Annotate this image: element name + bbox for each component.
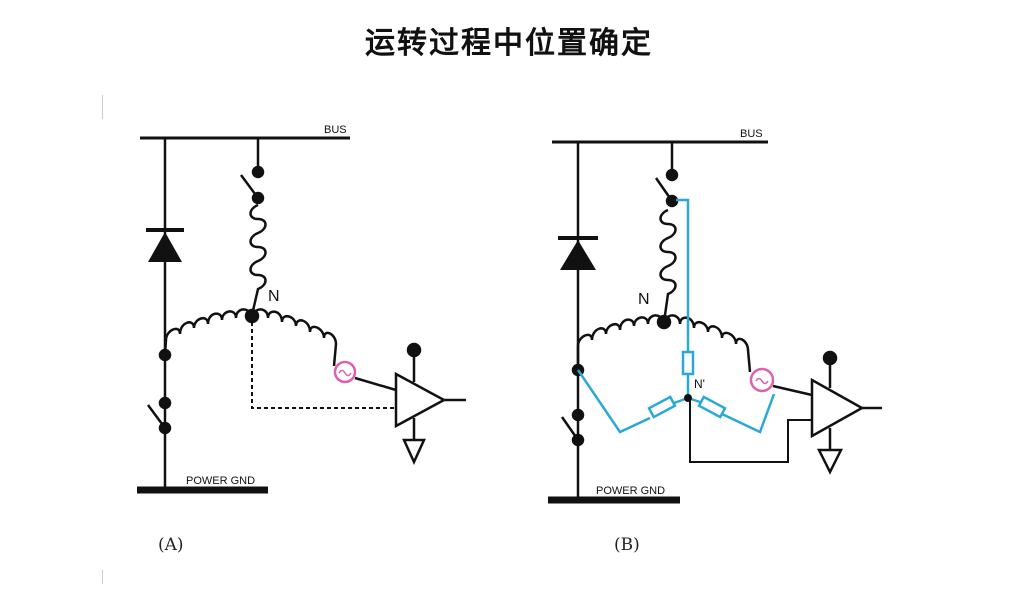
sense-circle xyxy=(333,360,357,384)
coil-right xyxy=(250,308,338,367)
margin-rule xyxy=(102,570,103,584)
diode xyxy=(558,236,598,270)
high-side-switch xyxy=(239,165,265,205)
coil-left xyxy=(163,308,254,356)
resistor xyxy=(647,395,677,419)
page-title: 运转过程中位置确定 xyxy=(365,26,653,61)
caption-b: (B) xyxy=(614,535,640,555)
neutral-sense-dashed xyxy=(251,322,396,409)
coil-top xyxy=(249,203,267,316)
bus-label: BUS xyxy=(740,128,763,140)
ground-symbol xyxy=(402,438,426,466)
diagram-b: BUS POWER GND N xyxy=(548,128,882,504)
caption-a: (A) xyxy=(158,535,184,555)
coil-left xyxy=(576,314,666,370)
virtual-neutral-return xyxy=(689,398,812,463)
resistor-network xyxy=(576,198,776,434)
low-side-switch xyxy=(146,396,172,435)
coil-top xyxy=(659,208,677,323)
comparator xyxy=(394,371,447,429)
virtual-neutral-label: N' xyxy=(694,377,705,391)
resistor xyxy=(681,350,695,376)
low-side-switch xyxy=(560,408,585,447)
bus-label: BUS xyxy=(324,124,347,136)
coil-right xyxy=(662,314,752,373)
comparator xyxy=(810,377,865,439)
high-side-switch xyxy=(654,168,679,208)
resistor xyxy=(697,395,727,419)
gnd-label: POWER GND xyxy=(186,475,255,487)
sense-circle xyxy=(749,367,775,393)
neutral-label: N xyxy=(268,288,280,305)
neutral-label: N xyxy=(638,291,650,308)
ground-symbol xyxy=(816,448,844,475)
gnd-label: POWER GND xyxy=(596,485,665,497)
margin-rule xyxy=(102,95,103,119)
diagram-a: BUS POWER GND N xyxy=(137,124,466,494)
diode xyxy=(146,228,184,262)
